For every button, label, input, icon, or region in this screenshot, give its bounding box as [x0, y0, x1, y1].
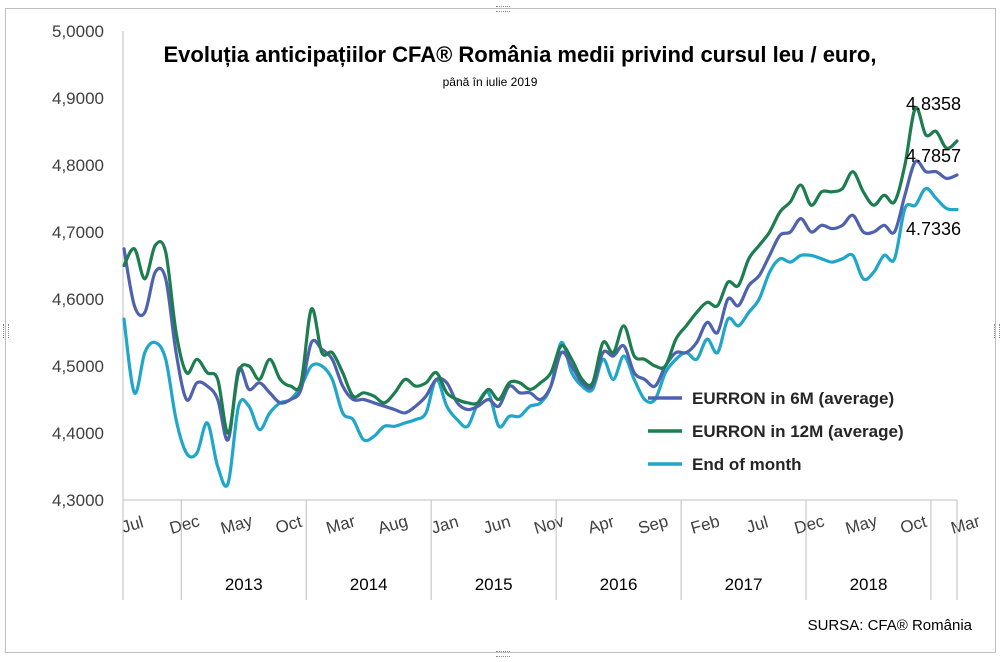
y-tick-label: 4,9000 — [52, 89, 104, 108]
x-tick-label: Jan — [429, 512, 461, 538]
chart-title: Evoluția anticipațiilor CFA® România med… — [163, 42, 876, 67]
source-note: SURSA: CFA® România — [808, 617, 973, 634]
year-label: 2017 — [725, 575, 763, 594]
y-tick-label: 4,3000 — [52, 491, 104, 510]
year-label: 2016 — [600, 575, 638, 594]
end-value-label: 4.7336 — [906, 219, 961, 239]
x-tick-label: May — [843, 511, 880, 538]
y-tick-label: 4,4000 — [52, 424, 104, 443]
legend-label: EURRON in 12M (average) — [692, 422, 904, 441]
year-label: 2013 — [225, 575, 263, 594]
x-tick-label: Jun — [481, 512, 513, 538]
year-label: 2018 — [850, 575, 888, 594]
x-tick-label: Dec — [792, 511, 827, 538]
resize-handle-bottom[interactable] — [496, 651, 510, 657]
series-line-0 — [122, 159, 959, 442]
x-axis: Jul Dec May Oct Mar Aug Jan Jun Nov Apr Sep Feb Jul D… — [119, 499, 983, 600]
legend-label: End of month — [692, 455, 802, 474]
x-tick-label: Mar — [324, 511, 358, 537]
x-tick-label: Dec — [167, 511, 202, 538]
series-line-2 — [122, 186, 959, 488]
x-tick-label: Feb — [688, 512, 721, 538]
chart-frame — [5, 8, 996, 653]
end-value-label: 4.7857 — [906, 146, 961, 166]
y-tick-label: 4,5000 — [52, 357, 104, 376]
x-tick-label: Oct — [273, 512, 304, 538]
y-tick-label: 4,6000 — [52, 290, 104, 309]
y-tick-label: 4,7000 — [52, 223, 104, 242]
x-tick-label: May — [219, 511, 256, 538]
resize-handle-top[interactable] — [496, 6, 510, 12]
end-labels: 4.7857 4.8358 4.7336 — [906, 94, 961, 239]
x-tick-label: Jul — [744, 513, 770, 537]
year-label: 2015 — [475, 575, 513, 594]
y-tick-label: 4,8000 — [52, 156, 104, 175]
resize-handle-left[interactable] — [3, 324, 9, 338]
series-line-1 — [122, 106, 959, 435]
legend-label: EURRON in 6M (average) — [692, 389, 894, 408]
end-value-label: 4.8358 — [906, 94, 961, 114]
x-tick-label: Sep — [636, 511, 670, 538]
series-layer — [122, 106, 959, 488]
x-tick-label: Apr — [586, 512, 617, 538]
x-tick-label: Aug — [376, 511, 410, 538]
chart-subtitle: până în iulie 2019 — [443, 75, 538, 89]
year-label: 2014 — [350, 575, 388, 594]
x-tick-label: Nov — [532, 511, 567, 538]
y-axis: 4,3000 4,4000 4,5000 4,6000 4,7000 4,8000 4,90… — [52, 22, 124, 510]
y-tick-label: 5,0000 — [52, 22, 104, 41]
x-tick-label: Mar — [949, 511, 983, 537]
legend: EURRON in 6M (average) EURRON in 12M (ave… — [648, 389, 904, 474]
resize-handle-right[interactable] — [994, 324, 1000, 338]
x-tick-label: Oct — [898, 512, 929, 538]
